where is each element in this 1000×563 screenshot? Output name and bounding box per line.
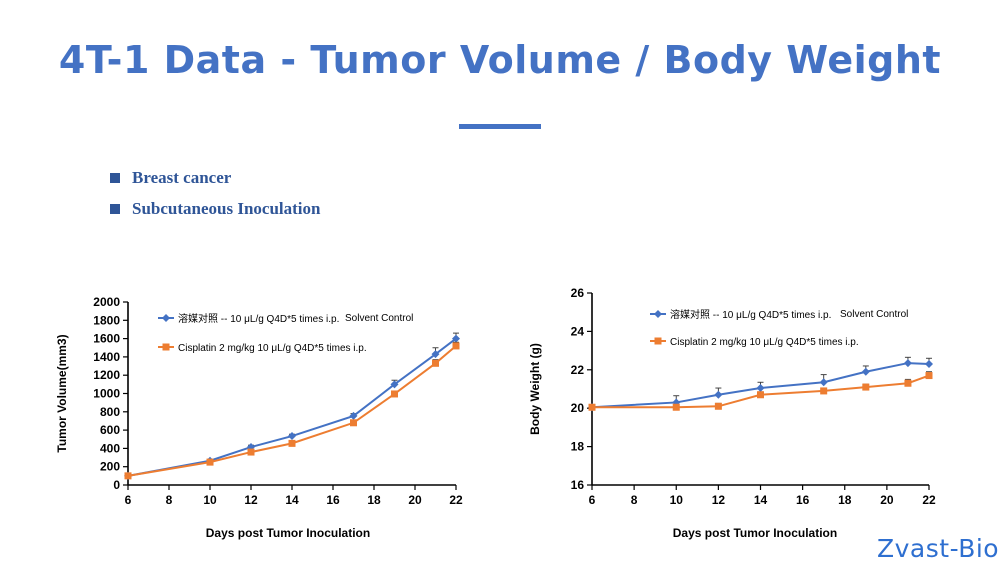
data-point bbox=[672, 403, 680, 411]
data-point bbox=[206, 458, 214, 466]
brand-logo: Zvast-Bio bbox=[877, 534, 1000, 563]
x-tick-label: 10 bbox=[203, 493, 217, 507]
bullet-list: Breast cancer Subcutaneous Inoculation bbox=[110, 162, 320, 224]
series-line bbox=[591, 362, 930, 409]
y-tick-label: 1600 bbox=[93, 332, 120, 346]
data-point bbox=[452, 334, 460, 343]
x-axis-label: Days post Tumor Inoculation bbox=[673, 526, 837, 540]
data-point bbox=[390, 380, 399, 389]
data-point bbox=[124, 472, 132, 480]
y-tick-label: 22 bbox=[571, 363, 585, 377]
legend-label: 溶媒对照 -- 10 μL/g Q4D*5 times i.p. bbox=[670, 308, 831, 321]
data-point bbox=[904, 379, 912, 387]
legend-annotation: Solvent Control bbox=[345, 313, 413, 324]
bullet-text: Subcutaneous Inoculation bbox=[132, 198, 321, 218]
y-tick-label: 800 bbox=[100, 405, 120, 419]
y-tick-label: 20 bbox=[571, 401, 585, 415]
data-point bbox=[862, 383, 870, 391]
y-tick-label: 2000 bbox=[93, 295, 120, 309]
data-point bbox=[452, 342, 460, 350]
y-tick-label: 18 bbox=[571, 440, 585, 454]
legend-label: Cisplatin 2 mg/kg 10 μL/g Q4D*5 times i.… bbox=[670, 337, 859, 348]
data-point bbox=[247, 448, 255, 456]
y-tick-label: 1200 bbox=[93, 368, 120, 382]
data-point bbox=[756, 384, 765, 393]
x-axis-label: Days post Tumor Inoculation bbox=[206, 526, 370, 540]
data-point bbox=[819, 378, 828, 387]
body-weight-plot: 16 18 20 22 24 26 6 8 10 12 14 16 18 20 22 Days post Tu… bbox=[528, 286, 936, 540]
data-point bbox=[349, 411, 358, 420]
x-tick-label: 20 bbox=[408, 493, 422, 507]
slide-title: 4T-1 Data - Tumor Volume / Body Weight bbox=[58, 38, 942, 82]
data-point bbox=[714, 390, 723, 399]
x-tick-label: 12 bbox=[712, 493, 726, 507]
x-tick-label: 6 bbox=[589, 493, 596, 507]
y-tick-label: 200 bbox=[100, 460, 120, 474]
x-tick-label: 20 bbox=[880, 493, 894, 507]
x-tick-label: 22 bbox=[449, 493, 463, 507]
y-tick-label: 16 bbox=[571, 478, 585, 492]
x-tick-label: 16 bbox=[326, 493, 340, 507]
data-point bbox=[714, 402, 722, 410]
y-tick-label: 24 bbox=[571, 324, 585, 338]
data-point bbox=[431, 350, 440, 359]
y-tick-label: 1000 bbox=[93, 387, 120, 401]
data-point bbox=[432, 359, 439, 367]
x-tick-label: 8 bbox=[631, 493, 638, 507]
y-tick-label: 26 bbox=[571, 286, 585, 300]
x-tick-label: 16 bbox=[796, 493, 810, 507]
y-axis-label: Tumor Volume(mm3) bbox=[55, 334, 69, 452]
y-tick-label: 1800 bbox=[93, 313, 120, 327]
x-tick-label: 18 bbox=[367, 493, 381, 507]
data-point bbox=[820, 387, 828, 395]
y-tick-label: 0 bbox=[113, 478, 120, 492]
data-point bbox=[861, 367, 870, 376]
data-point bbox=[288, 432, 296, 441]
data-point bbox=[588, 403, 596, 411]
x-tick-label: 18 bbox=[838, 493, 852, 507]
bullet-text: Breast cancer bbox=[132, 167, 232, 187]
legend-swatch-marker bbox=[654, 310, 662, 318]
y-tick-label: 400 bbox=[100, 441, 120, 455]
x-tick-label: 14 bbox=[285, 493, 299, 507]
data-point bbox=[925, 360, 933, 369]
data-point bbox=[925, 372, 933, 380]
title-underline bbox=[459, 124, 541, 129]
tumor-volume-plot: 0 200 400 600 800 1000 1200 1400 1600 1800 2000 6 8 1… bbox=[55, 295, 463, 540]
legend-swatch-marker bbox=[162, 314, 170, 322]
y-tick-label: 1400 bbox=[93, 350, 120, 364]
y-tick-label: 600 bbox=[100, 423, 120, 437]
series-line bbox=[592, 374, 930, 409]
bullet-square-icon bbox=[110, 203, 120, 214]
x-tick-label: 12 bbox=[244, 493, 258, 507]
series-line bbox=[127, 337, 457, 477]
data-point bbox=[903, 359, 912, 368]
x-tick-label: 6 bbox=[125, 493, 132, 507]
data-point bbox=[350, 419, 357, 427]
bullet-item: Subcutaneous Inoculation bbox=[110, 193, 320, 224]
x-tick-label: 22 bbox=[922, 493, 936, 507]
data-point bbox=[757, 391, 764, 399]
bullet-item: Breast cancer bbox=[110, 162, 320, 193]
legend-label: Cisplatin 2 mg/kg 10 μL/g Q4D*5 times i.… bbox=[178, 343, 367, 354]
data-point bbox=[391, 390, 398, 398]
legend-label: 溶媒对照 -- 10 μL/g Q4D*5 times i.p. bbox=[178, 312, 339, 325]
x-tick-label: 14 bbox=[754, 493, 768, 507]
bullet-square-icon bbox=[110, 172, 120, 183]
x-tick-label: 10 bbox=[670, 493, 684, 507]
x-tick-label: 8 bbox=[166, 493, 173, 507]
legend-annotation: Solvent Control bbox=[840, 309, 908, 320]
series-line bbox=[127, 345, 457, 477]
legend-swatch-marker bbox=[162, 343, 170, 351]
data-point bbox=[288, 439, 296, 447]
legend-swatch-marker bbox=[654, 337, 662, 345]
y-axis-label: Body Weight (g) bbox=[528, 343, 542, 435]
